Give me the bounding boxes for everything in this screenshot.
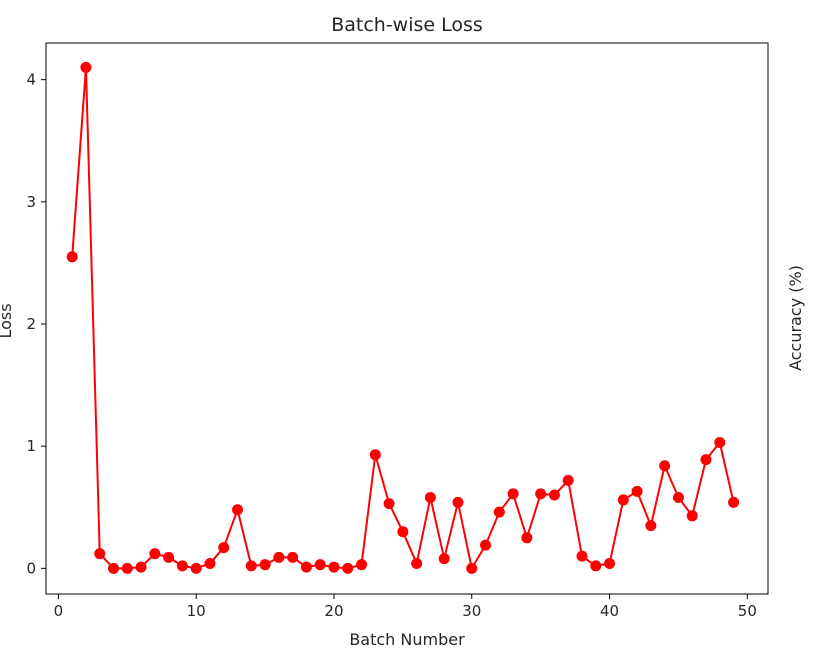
loss-data-point — [645, 520, 657, 532]
loss-data-point — [507, 488, 519, 500]
loss-data-point — [273, 551, 285, 563]
loss-data-point — [700, 454, 712, 466]
loss-data-point — [397, 526, 409, 538]
series-layer — [66, 61, 740, 574]
loss-data-point — [383, 498, 395, 510]
loss-data-point — [135, 561, 147, 573]
loss-data-point — [259, 559, 271, 571]
secondary-y-axis-label: Accuracy (%) — [786, 265, 805, 371]
y-tick-label: 1 — [26, 437, 36, 455]
x-tick-label: 30 — [462, 602, 481, 620]
loss-data-point — [548, 489, 560, 501]
loss-data-point — [521, 532, 533, 544]
loss-data-point — [369, 449, 381, 461]
loss-data-point — [314, 559, 326, 571]
loss-data-point — [576, 550, 588, 562]
loss-data-point — [631, 485, 643, 497]
chart-title: Batch-wise Loss — [331, 14, 483, 36]
loss-data-point — [480, 539, 492, 551]
loss-data-point — [590, 560, 602, 572]
x-axis-ticks: 0 10 20 30 40 50 — [54, 594, 757, 620]
x-tick-label: 40 — [600, 602, 619, 620]
loss-data-point — [245, 560, 257, 572]
loss-data-point — [535, 488, 547, 500]
loss-data-point — [356, 559, 368, 571]
loss-data-point — [232, 504, 244, 516]
x-axis-label: Batch Number — [349, 630, 465, 649]
loss-data-point — [452, 496, 464, 508]
loss-data-point — [66, 251, 78, 263]
loss-data-point — [300, 561, 312, 573]
y-axis-label: Loss — [0, 303, 15, 338]
x-tick-label: 0 — [54, 602, 64, 620]
loss-data-point — [121, 562, 133, 574]
loss-data-point — [714, 437, 726, 449]
y-axis-ticks: 0 1 2 3 4 — [26, 71, 46, 577]
loss-data-point — [163, 551, 175, 563]
loss-data-point — [342, 562, 354, 574]
loss-data-point — [411, 557, 423, 569]
loss-data-point — [562, 474, 574, 486]
plot-frame — [45, 42, 769, 595]
loss-data-point — [686, 510, 698, 522]
loss-data-point — [466, 562, 478, 574]
loss-data-point — [80, 61, 92, 73]
x-tick-label: 10 — [187, 602, 206, 620]
loss-data-point — [604, 557, 616, 569]
loss-data-point — [493, 506, 505, 518]
y-tick-label: 3 — [26, 193, 36, 211]
loss-data-point — [108, 562, 120, 574]
loss-data-point — [94, 548, 106, 560]
loss-data-point — [176, 560, 188, 572]
loss-data-point — [204, 557, 216, 569]
x-tick-label: 50 — [738, 602, 757, 620]
loss-data-point — [328, 561, 340, 573]
loss-data-point — [149, 548, 161, 560]
y-tick-label: 4 — [26, 71, 36, 89]
y-tick-label: 0 — [26, 559, 36, 577]
loss-data-point — [728, 496, 740, 508]
y-tick-label: 2 — [26, 315, 36, 333]
loss-data-point — [287, 551, 299, 563]
loss-data-point — [190, 562, 202, 574]
loss-data-point — [659, 460, 671, 472]
loss-data-point — [218, 542, 230, 554]
loss-data-point — [672, 491, 684, 503]
loss-data-point — [438, 553, 450, 565]
x-tick-label: 20 — [324, 602, 343, 620]
loss-data-point — [424, 491, 436, 503]
loss-data-point — [617, 494, 629, 506]
